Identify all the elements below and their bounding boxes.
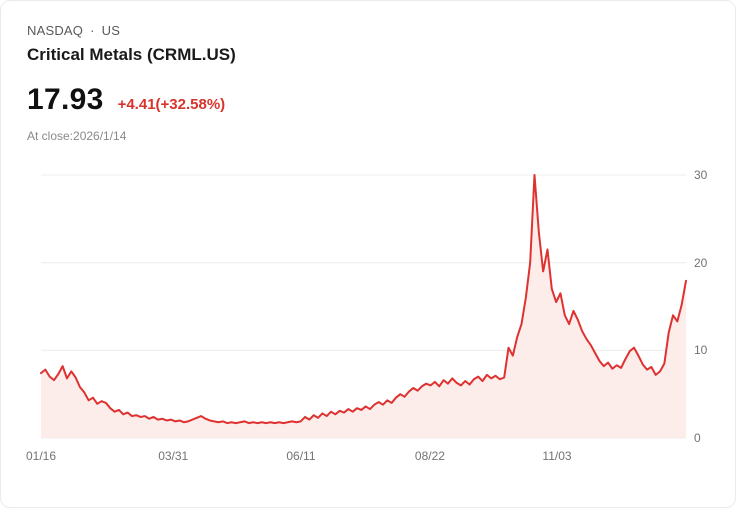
x-axis-label: 03/31 xyxy=(158,449,189,463)
y-axis-label: 10 xyxy=(694,343,708,358)
y-axis-label: 0 xyxy=(694,431,701,445)
current-price: 17.93 xyxy=(27,83,104,116)
stock-title: Critical Metals (CRML.US) xyxy=(27,45,236,64)
y-axis-label: 30 xyxy=(694,168,708,182)
price-line xyxy=(40,174,687,425)
price-chart[interactable] xyxy=(40,174,687,439)
x-axis-label: 08/22 xyxy=(414,449,445,463)
exchange-label: NASDAQ xyxy=(27,23,84,38)
x-axis-label: 01/16 xyxy=(25,449,57,463)
region-label: US xyxy=(101,23,121,38)
chart-plot[interactable] xyxy=(40,174,687,439)
close-date-label: At close:2026/1/14 xyxy=(27,129,127,143)
price-area-fill xyxy=(41,175,686,438)
x-axis-label: 06/11 xyxy=(286,449,316,463)
dot-separator-icon: · xyxy=(90,23,95,38)
quote-header: NASDAQ · US Critical Metals (CRML.US) 17… xyxy=(27,23,236,143)
price-change: +4.41(+32.58%) xyxy=(117,96,226,113)
price-row: 17.93 +4.41(+32.58%) xyxy=(27,83,236,117)
exchange-row: NASDAQ · US xyxy=(27,23,236,38)
y-axis-label: 20 xyxy=(694,255,708,270)
x-axis-label: 11/03 xyxy=(542,449,572,463)
x-axis-labels: 01/16 03/31 06/11 08/22 11/03 xyxy=(26,449,686,465)
y-axis-labels: 0 10 20 30 xyxy=(694,168,734,445)
